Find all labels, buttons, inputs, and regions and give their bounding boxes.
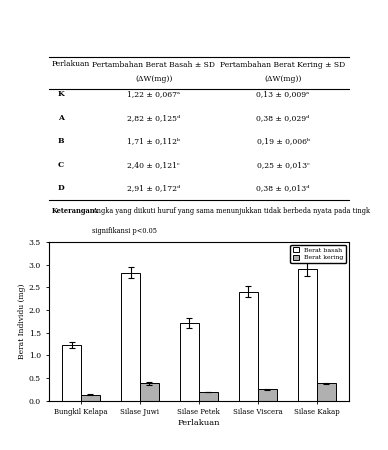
Text: Ikan Kakap: Ikan Kakap bbox=[267, 267, 310, 275]
Text: Angka yang diikuti huruf yang sama menunjukkan tidak berbeda nyata pada tingk: Angka yang diikuti huruf yang sama menun… bbox=[92, 207, 370, 215]
Bar bbox=[298, 269, 317, 400]
Y-axis label: Berat Individu (mg): Berat Individu (mg) bbox=[18, 284, 26, 359]
Text: C: C bbox=[57, 161, 64, 169]
Bar bbox=[199, 392, 218, 400]
Legend: Berat basah, Berat kering: Berat basah, Berat kering bbox=[291, 245, 346, 263]
Text: 1,22 ± 0,067ᵃ: 1,22 ± 0,067ᵃ bbox=[127, 90, 180, 98]
Text: (ΔW(mg)): (ΔW(mg)) bbox=[264, 75, 302, 83]
Text: 0,13 ± 0,009ᵃ: 0,13 ± 0,009ᵃ bbox=[256, 90, 310, 98]
Text: 2,91 ± 0,172ᵈ: 2,91 ± 0,172ᵈ bbox=[127, 184, 180, 193]
Text: K: Bungkil Kelapa         B: Silase Ikan Petek     D: Silase: K: Bungkil Kelapa B: Silase Ikan Petek D… bbox=[92, 267, 282, 275]
Text: K: K bbox=[57, 90, 64, 98]
Text: Keterangan:: Keterangan: bbox=[52, 207, 98, 215]
Bar bbox=[180, 323, 199, 400]
Text: Pertambahan Berat Kering ± SD: Pertambahan Berat Kering ± SD bbox=[220, 61, 346, 69]
Text: 0,25 ± 0,013ᶜ: 0,25 ± 0,013ᶜ bbox=[257, 161, 309, 169]
Text: signifikansi p<0.05: signifikansi p<0.05 bbox=[92, 227, 157, 235]
Text: Perlakuan: Perlakuan bbox=[52, 60, 90, 68]
Text: 0,38 ± 0,029ᵈ: 0,38 ± 0,029ᵈ bbox=[256, 114, 310, 122]
Text: Pertambahan Berat Basah ± SD: Pertambahan Berat Basah ± SD bbox=[92, 61, 215, 69]
Text: 0,38 ± 0,013ᵈ: 0,38 ± 0,013ᵈ bbox=[256, 184, 310, 193]
Text: Viscera: Viscera bbox=[267, 248, 292, 255]
Bar bbox=[258, 389, 277, 400]
Text: D: D bbox=[57, 184, 64, 193]
Bar bbox=[121, 273, 140, 400]
Text: SD: Standar Deviasi      A: Silase Ikan Juwi       C: Silase: SD: Standar Deviasi A: Silase Ikan Juwi … bbox=[92, 248, 282, 255]
Text: A: A bbox=[57, 114, 64, 122]
X-axis label: Perlakuan: Perlakuan bbox=[178, 419, 220, 427]
Text: 1,71 ± 0,112ᵇ: 1,71 ± 0,112ᵇ bbox=[127, 137, 180, 145]
Bar bbox=[81, 395, 100, 400]
Text: (ΔW(mg)): (ΔW(mg)) bbox=[135, 75, 172, 83]
Bar bbox=[239, 292, 258, 400]
Bar bbox=[317, 383, 336, 400]
Text: B: B bbox=[57, 137, 64, 145]
Text: 2,40 ± 0,121ᶜ: 2,40 ± 0,121ᶜ bbox=[127, 161, 180, 169]
Text: Tongkol: Tongkol bbox=[287, 248, 316, 255]
Text: 2,82 ± 0,125ᵈ: 2,82 ± 0,125ᵈ bbox=[127, 114, 180, 122]
Bar bbox=[62, 345, 81, 401]
Bar bbox=[140, 383, 159, 400]
Text: 0,19 ± 0,006ᵇ: 0,19 ± 0,006ᵇ bbox=[256, 137, 310, 145]
